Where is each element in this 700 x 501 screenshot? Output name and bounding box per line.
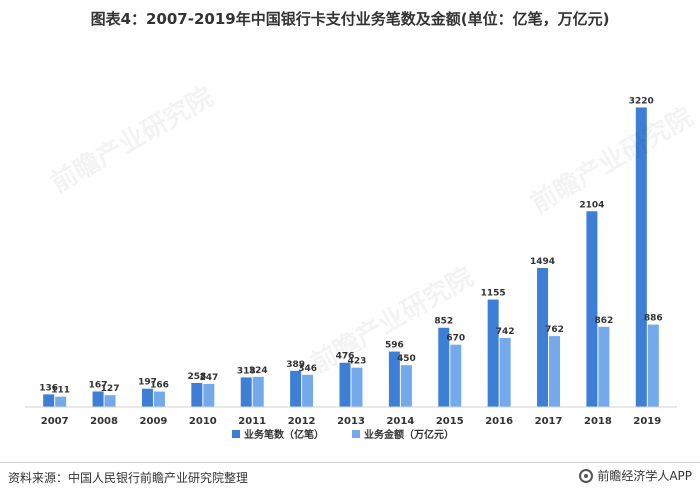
x-tick-2012: 2012 (288, 416, 316, 427)
bar-amount-2012 (302, 374, 314, 407)
bar-amount-2018 (598, 326, 610, 407)
bar-count-2018 (586, 211, 598, 407)
value-label-count-2013: 476 (336, 352, 355, 362)
value-label-amount-2007: 111 (51, 386, 70, 396)
legend-label-amount: 业务金额（万亿元） (364, 428, 454, 441)
value-label-amount-2010: 247 (199, 373, 218, 383)
value-label-amount-2016: 742 (496, 327, 515, 337)
value-label-count-2009: 197 (138, 378, 157, 388)
legend-swatch-amount (352, 430, 360, 438)
x-tick-2016: 2016 (485, 416, 513, 427)
value-label-amount-2012: 346 (298, 364, 317, 374)
x-tick-2008: 2008 (90, 416, 118, 427)
value-label-amount-2018: 862 (595, 316, 614, 326)
value-labels-layer: 1361111671271971662582473183243893464764… (39, 96, 662, 395)
bar-amount-2010 (203, 384, 215, 407)
value-label-count-2012: 389 (286, 360, 305, 370)
legend: 业务笔数（亿笔） 业务金额（万亿元） (232, 428, 454, 441)
source-note: 资料来源：中国人民银行前瞻产业研究院整理 (8, 471, 249, 485)
bar-amount-2014 (400, 365, 412, 407)
value-label-amount-2017: 762 (545, 325, 564, 335)
value-label-count-2015: 852 (434, 317, 453, 327)
x-tick-2017: 2017 (535, 416, 563, 427)
x-tick-labels-layer: 2007 2008 2009 2010 2011 2012 2013 2014 2015 2016… (41, 416, 661, 427)
value-label-amount-2019: 886 (644, 314, 663, 324)
bars-layer (43, 107, 659, 408)
value-label-count-2008: 167 (89, 380, 108, 390)
bar-count-2015 (438, 327, 450, 407)
bar-count-2014 (388, 351, 400, 407)
bar-count-2011 (240, 377, 252, 407)
x-tick-2009: 2009 (140, 416, 168, 427)
value-label-amount-2013: 423 (348, 357, 367, 367)
value-label-amount-2015: 670 (446, 334, 465, 344)
bar-count-2007 (43, 394, 55, 407)
bar-count-2017 (537, 268, 549, 407)
value-label-amount-2008: 127 (101, 384, 120, 394)
bar-count-2019 (635, 107, 647, 408)
value-label-count-2017: 1494 (530, 257, 555, 267)
bar-amount-2009 (153, 391, 165, 407)
value-label-amount-2011: 324 (249, 366, 268, 376)
x-tick-2007: 2007 (41, 416, 69, 427)
bar-amount-2007 (55, 396, 67, 407)
value-label-count-2019: 3220 (629, 96, 654, 106)
x-tick-2014: 2014 (386, 416, 414, 427)
value-label-count-2016: 1155 (481, 289, 506, 299)
x-tick-2019: 2019 (633, 416, 661, 427)
brand-logo-icon (579, 468, 594, 483)
bar-amount-2013 (351, 367, 363, 407)
bar-count-2009 (141, 388, 153, 407)
value-label-count-2014: 596 (385, 341, 404, 351)
bar-count-2016 (487, 299, 499, 407)
bar-amount-2019 (647, 324, 659, 407)
bar-amount-2016 (499, 337, 511, 407)
legend-swatch-count (232, 430, 240, 438)
x-tick-2018: 2018 (584, 416, 612, 427)
x-tick-2011: 2011 (238, 416, 266, 427)
bar-count-2010 (191, 382, 203, 407)
legend-label-count: 业务笔数（亿笔） (244, 428, 324, 441)
value-label-amount-2009: 166 (150, 381, 169, 391)
bar-amount-2011 (252, 376, 264, 407)
value-label-count-2018: 2104 (579, 200, 604, 210)
x-tick-2015: 2015 (436, 416, 464, 427)
bar-amount-2017 (549, 336, 561, 407)
chart-title: 图表4：2007-2019年中国银行卡支付业务笔数及金额(单位：亿笔，万亿元) (90, 10, 610, 28)
footer-divider (0, 462, 700, 463)
x-tick-2013: 2013 (337, 416, 365, 427)
bar-count-2012 (290, 370, 302, 407)
x-tick-2010: 2010 (189, 416, 217, 427)
value-label-count-2011: 318 (237, 366, 256, 376)
bar-amount-2015 (450, 344, 462, 407)
bar-count-2008 (92, 391, 104, 407)
bar-chart: 1361111671271971662582473183243893464764… (25, 96, 677, 441)
value-label-amount-2014: 450 (397, 354, 416, 364)
brand-name: 前瞻经济学人APP (597, 469, 692, 483)
bar-amount-2008 (104, 395, 116, 407)
value-label-count-2010: 258 (187, 372, 206, 382)
brand: 前瞻经济学人APP (579, 467, 692, 484)
bar-count-2013 (339, 362, 351, 407)
value-label-count-2007: 136 (39, 383, 58, 393)
